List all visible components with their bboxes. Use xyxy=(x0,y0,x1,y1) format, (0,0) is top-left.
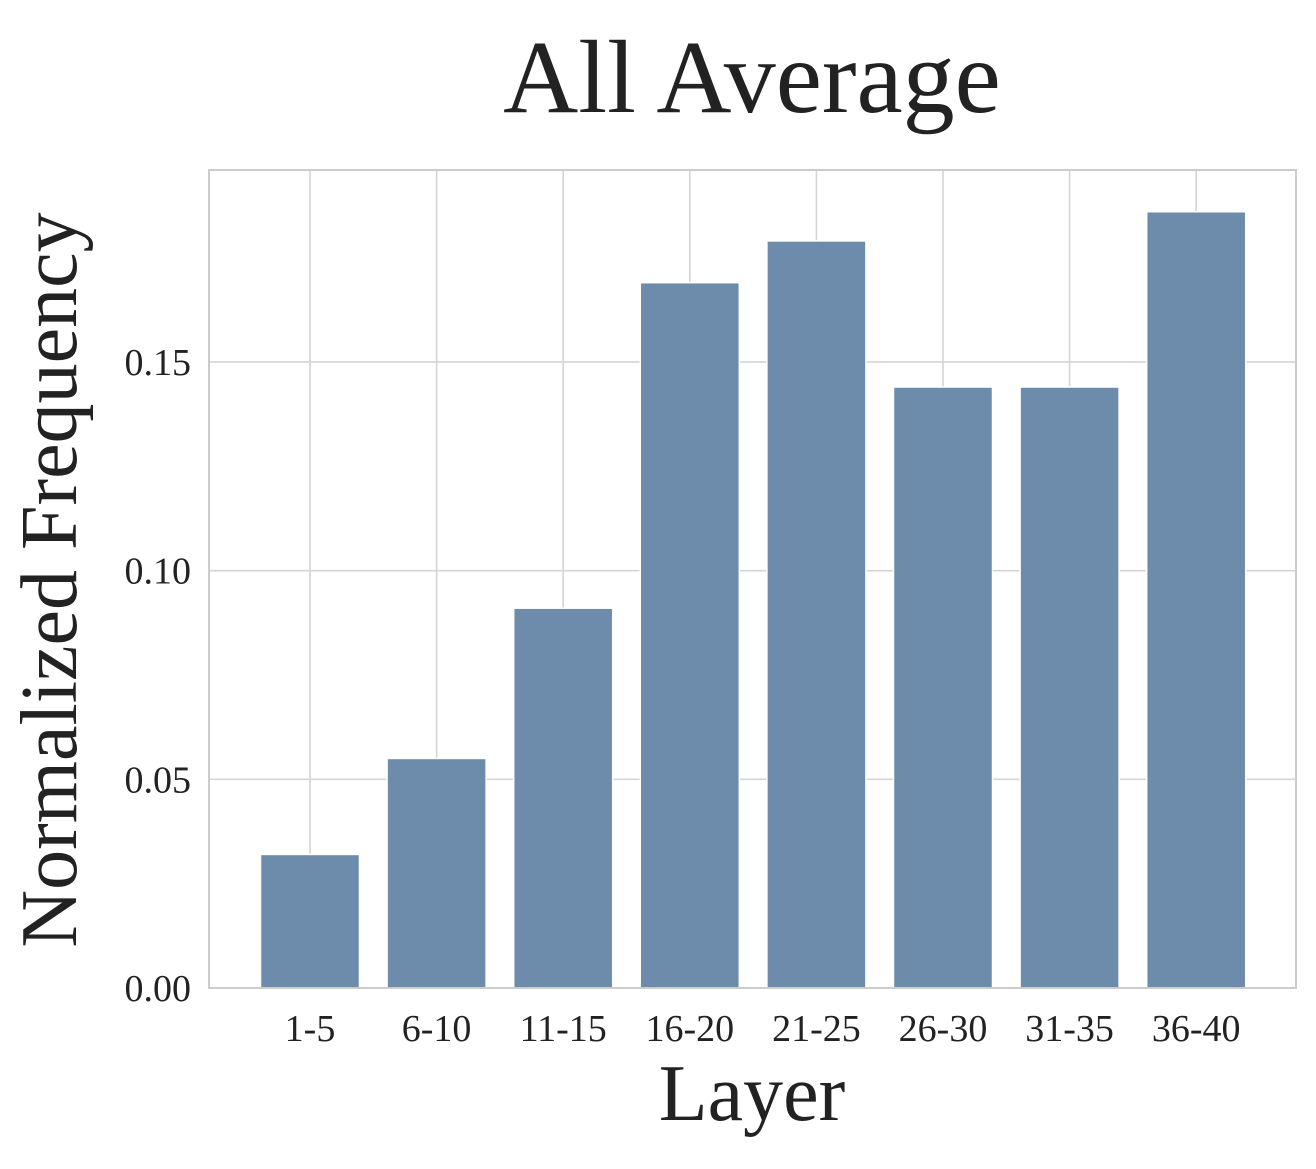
bar-1-5 xyxy=(259,853,361,989)
plot-background xyxy=(209,170,1296,988)
chart-title: All Average xyxy=(503,20,1001,135)
bar-16-20 xyxy=(639,281,741,989)
x-tick-labels: 1-5 6-10 11-15 16-20 21-25 26-30 31-35 36-40 xyxy=(285,1008,1241,1050)
y-tick-label: 0.05 xyxy=(125,759,192,801)
bars xyxy=(259,210,1247,989)
bar-36-40 xyxy=(1145,210,1247,989)
bar-31-35 xyxy=(1019,386,1120,989)
x-tick-label: 6-10 xyxy=(402,1008,472,1050)
bar-6-10 xyxy=(386,757,487,989)
y-tick-label: 0.10 xyxy=(125,551,192,593)
x-tick-label: 16-20 xyxy=(645,1008,734,1050)
y-tick-label: 0.15 xyxy=(125,342,192,384)
bar-11-15 xyxy=(512,607,614,989)
x-tick-label: 26-30 xyxy=(899,1008,988,1050)
x-tick-label: 31-35 xyxy=(1025,1008,1114,1050)
plot-frame xyxy=(208,169,1297,989)
x-tick-label: 1-5 xyxy=(285,1008,336,1050)
x-tick-label: 21-25 xyxy=(772,1008,861,1050)
x-tick-label: 11-15 xyxy=(520,1008,607,1050)
y-axis-label: Normalized Frequency xyxy=(6,212,94,947)
bar-21-25 xyxy=(766,240,867,989)
bar-26-30 xyxy=(892,386,994,989)
x-tick-label: 36-40 xyxy=(1152,1008,1241,1050)
y-tick-labels: 0.00 0.05 0.10 0.15 xyxy=(125,342,192,1010)
y-tick-label: 0.00 xyxy=(125,968,192,1010)
x-axis-label: Layer xyxy=(659,1050,846,1138)
